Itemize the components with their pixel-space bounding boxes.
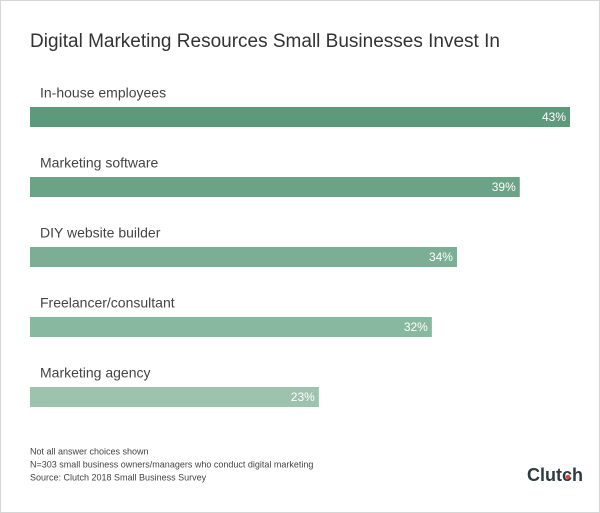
bar: [30, 247, 457, 267]
category-label: Marketing software: [40, 155, 158, 171]
value-label: 32%: [404, 320, 428, 334]
bar: [30, 317, 432, 337]
footnote: N=303 small business owners/managers who…: [30, 459, 313, 469]
value-label: 34%: [429, 250, 453, 264]
category-label: Freelancer/consultant: [40, 295, 175, 311]
category-label: DIY website builder: [40, 225, 161, 241]
value-label: 43%: [542, 110, 566, 124]
brand-dot: [565, 474, 571, 480]
category-label: Marketing agency: [40, 365, 151, 381]
bar: [30, 177, 520, 197]
category-label: In-house employees: [40, 85, 166, 101]
bar: [30, 107, 570, 127]
bar: [30, 387, 319, 407]
brand-logo: Clutch: [527, 465, 583, 485]
footnote: Not all answer choices shown: [30, 446, 149, 456]
value-label: 39%: [492, 180, 516, 194]
value-label: 23%: [291, 390, 315, 404]
chart-title: Digital Marketing Resources Small Busine…: [30, 31, 500, 52]
footnote: Source: Clutch 2018 Small Business Surve…: [30, 472, 207, 482]
